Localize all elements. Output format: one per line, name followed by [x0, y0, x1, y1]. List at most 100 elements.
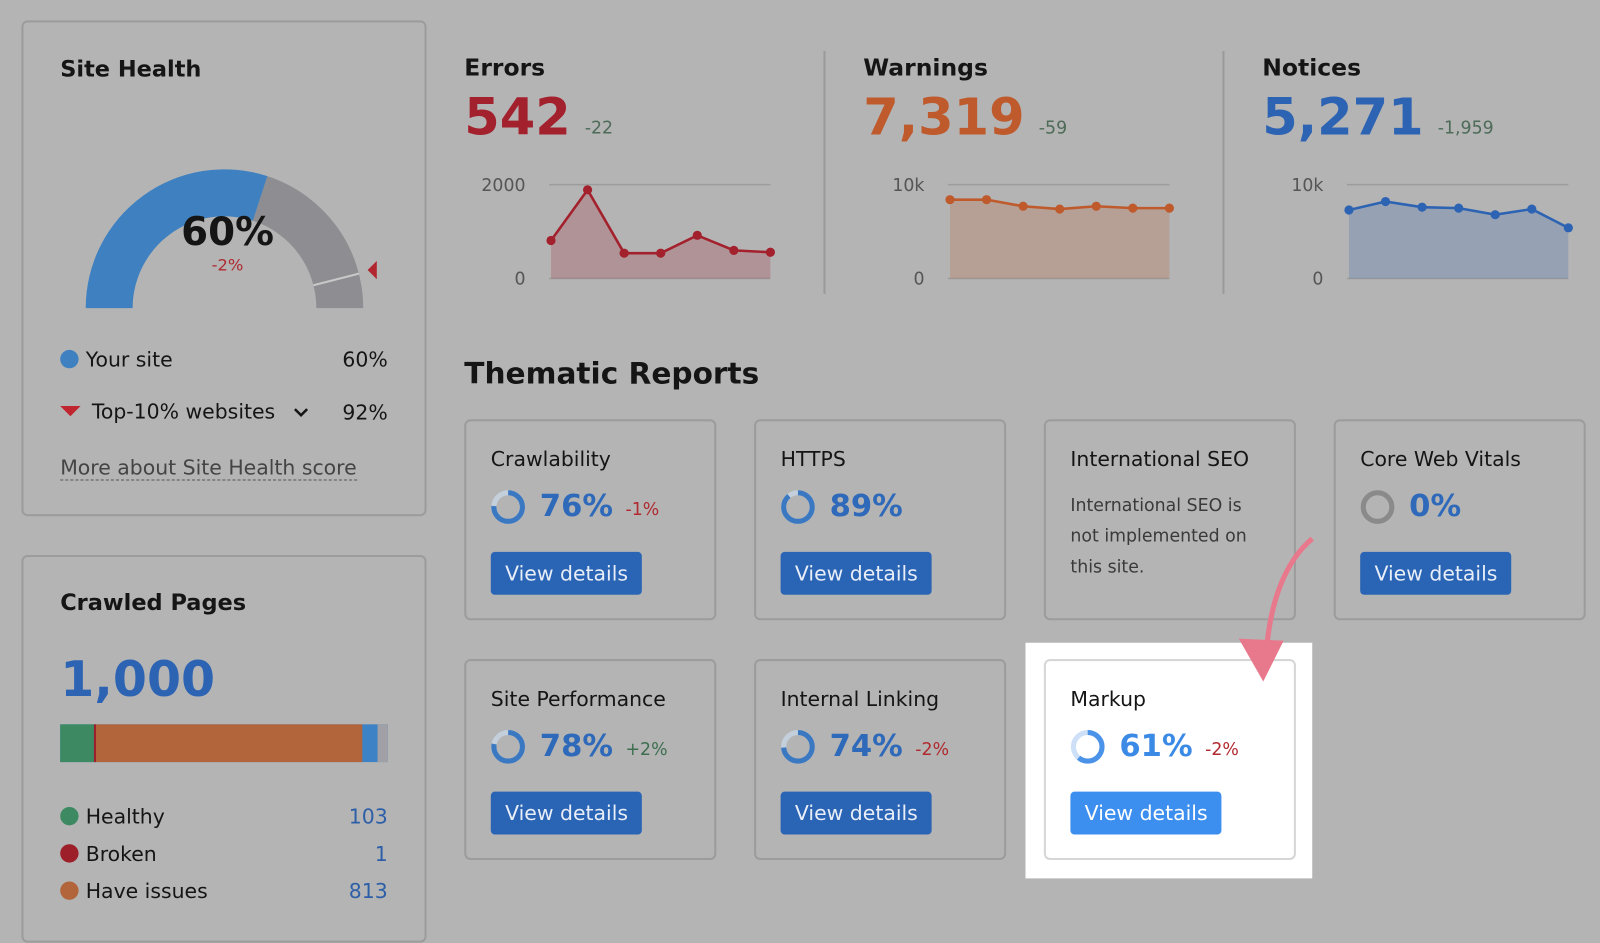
trend-point	[546, 235, 556, 246]
view-details-button[interactable]: View details	[780, 791, 933, 835]
card-title: HTTPS	[780, 446, 846, 472]
card-title: International SEO	[1070, 446, 1250, 472]
gauge-benchmark	[313, 272, 360, 287]
card-title: Core Web Vitals	[1360, 446, 1521, 472]
trend-point	[1490, 210, 1500, 220]
dropdown-chevron	[293, 408, 309, 418]
legend-label: Top-10% websites	[91, 398, 276, 424]
trend-point	[1380, 196, 1391, 207]
card-text: International SEO is not implemented on …	[1070, 495, 1247, 578]
legend-dot	[60, 881, 79, 900]
section-title: Thematic Reports	[464, 356, 760, 391]
legend-value: 92%	[342, 399, 388, 425]
y-tick-label: 0	[514, 270, 525, 290]
score-ring-track	[1360, 490, 1395, 524]
trend-point	[729, 245, 739, 255]
card-title: Internal Linking	[780, 686, 940, 712]
report-card	[1043, 419, 1296, 621]
score-change: -2%	[915, 739, 950, 761]
report-card	[464, 659, 717, 861]
metric-change: -22	[584, 118, 614, 139]
dashboard: Site Health Your site 60% Top-10% websites 9…	[21, 20, 1586, 943]
gauge-track	[252, 176, 364, 309]
score: 78%	[539, 728, 614, 765]
metric-value: 5,271	[1262, 87, 1424, 147]
gauge-score: 60%	[181, 210, 274, 255]
bar-segment	[95, 724, 363, 763]
report-card	[754, 659, 1007, 861]
bar-segment	[60, 724, 94, 763]
score: 89%	[829, 488, 903, 525]
trend-point	[656, 248, 666, 258]
trend-point	[1417, 202, 1427, 212]
more-link[interactable]: More about Site Health score	[60, 455, 357, 481]
score: 61%	[1119, 728, 1193, 765]
view-details-button[interactable]: View details	[780, 551, 933, 595]
score-ring	[1070, 729, 1105, 764]
view-details-button[interactable]: View details	[490, 791, 643, 835]
score-change: -2%	[1205, 739, 1239, 761]
trend-point	[945, 195, 955, 205]
card-title: Site Performance	[490, 686, 666, 712]
trend-point	[1344, 205, 1354, 215]
y-tick-label: 2000	[481, 176, 525, 196]
trend-area	[551, 189, 771, 279]
legend-value: 103	[348, 803, 388, 829]
score-change: +2%	[625, 739, 668, 761]
trend-point	[1018, 201, 1028, 211]
score: 74%	[829, 728, 903, 765]
legend-value: 60%	[342, 346, 388, 372]
view-details-button[interactable]: View details	[490, 551, 643, 595]
metric-title: Notices	[1262, 55, 1362, 82]
score-change: -1%	[625, 499, 660, 521]
title: Crawled Pages	[60, 590, 247, 617]
legend-label: Your site	[85, 346, 173, 372]
trend-point	[1091, 201, 1101, 211]
trend-point	[1128, 203, 1138, 213]
trend-point	[1527, 204, 1537, 214]
legend-dot	[60, 844, 79, 863]
card-title: Markup	[1070, 686, 1146, 712]
y-tick-label: 0	[1312, 270, 1323, 290]
metric-title: Warnings	[863, 55, 988, 82]
annotation-arrowhead	[1238, 638, 1284, 682]
view-details-button[interactable]: View details	[1360, 551, 1512, 595]
metric-change: -59	[1038, 118, 1068, 139]
trend-point	[1563, 223, 1573, 233]
trend-point	[582, 185, 593, 195]
legend-label: Healthy	[85, 803, 165, 829]
trend-point	[1164, 203, 1174, 213]
trend-point	[981, 195, 992, 205]
metric-title: Errors	[464, 55, 546, 82]
gauge-value	[85, 169, 268, 309]
title: Site Health	[60, 57, 202, 83]
metric-change: -1,959	[1437, 118, 1494, 139]
y-tick-label: 10k	[892, 176, 924, 196]
legend-value: 813	[348, 878, 388, 903]
legend-value: 1	[374, 841, 388, 866]
y-tick-label: 10k	[1291, 176, 1323, 196]
legend-dot	[60, 806, 79, 826]
benchmark-marker	[367, 260, 377, 280]
metric-value: 7,319	[863, 87, 1025, 147]
report-card	[754, 419, 1007, 621]
legend-marker	[60, 406, 81, 417]
score-ring	[781, 490, 815, 524]
annotation-arrow	[1263, 536, 1314, 654]
score: 0%	[1409, 488, 1462, 525]
gauge-change: -2%	[212, 255, 244, 274]
legend-dot	[60, 349, 79, 369]
trend-point	[619, 248, 629, 258]
report-card	[1333, 419, 1586, 621]
metric-value: 542	[464, 87, 571, 147]
score: 76%	[539, 488, 614, 525]
report-card	[464, 419, 717, 621]
trend-point	[765, 247, 775, 257]
y-tick-label: 0	[913, 270, 924, 290]
legend-label: Have issues	[85, 878, 208, 903]
view-details-button[interactable]: View details	[1070, 791, 1222, 835]
card-title: Crawlability	[490, 446, 611, 472]
score-ring	[491, 729, 525, 764]
total: 1,000	[60, 650, 216, 709]
